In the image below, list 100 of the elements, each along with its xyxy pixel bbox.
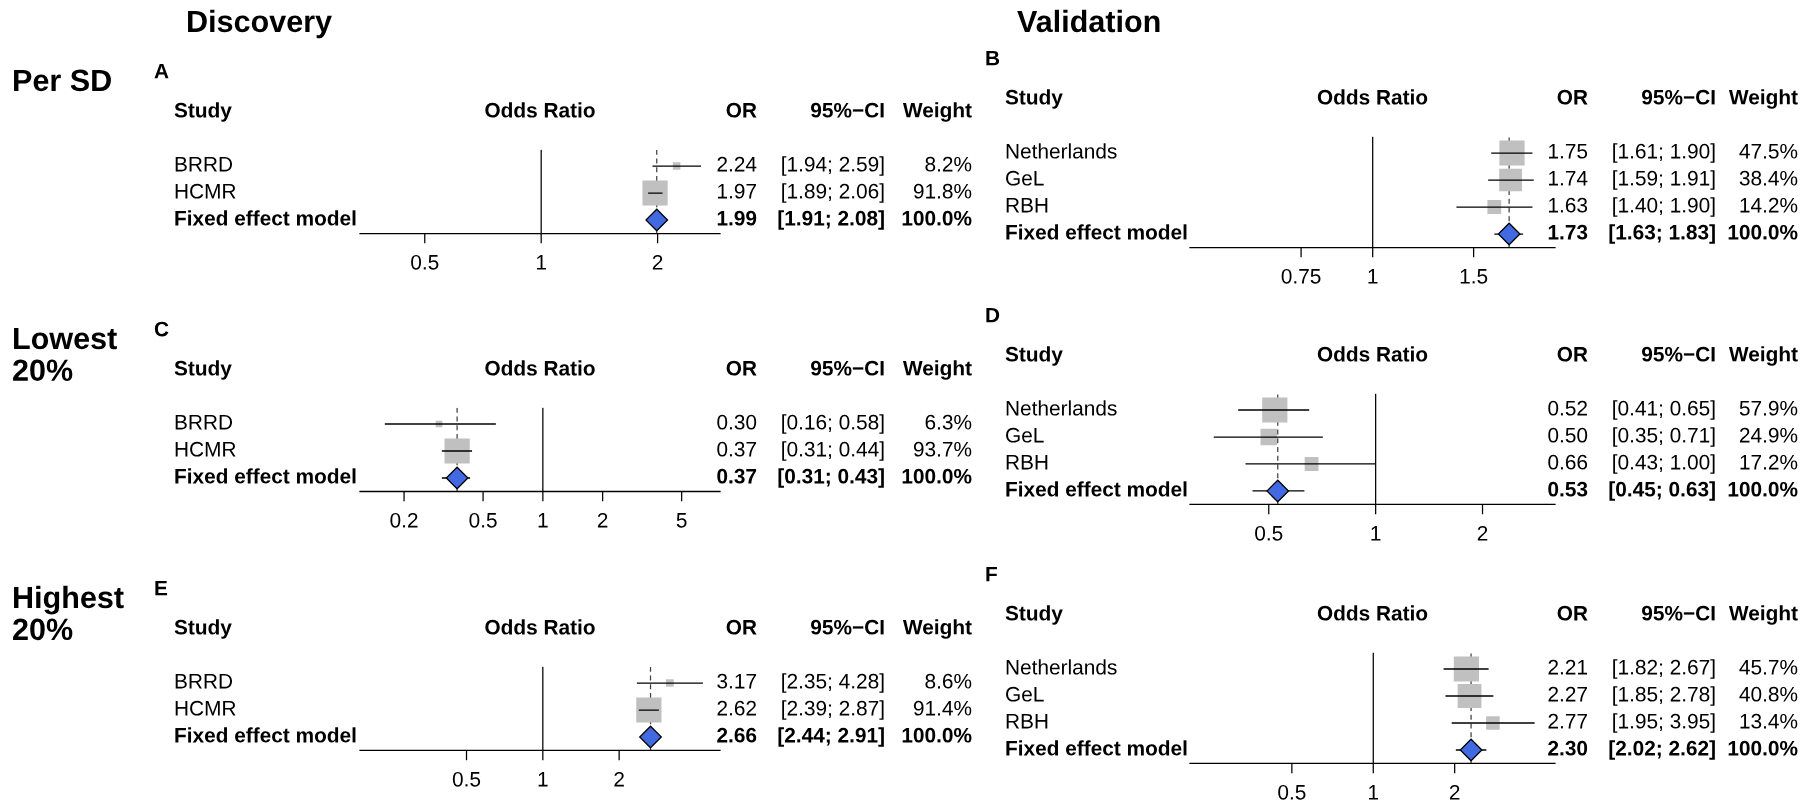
text: 2.30 [1548, 740, 1588, 756]
text: F [986, 566, 997, 582]
text: 93.7% [913, 441, 972, 457]
text: [0.31; 0.44] [782, 441, 884, 461]
text: [2.02; 2.62] [1609, 740, 1715, 760]
y-axis-title: Study [1005, 346, 1063, 366]
text: 2.62 [717, 700, 756, 716]
x-tick-label: 1 [538, 772, 548, 787]
text: 0.53 [1548, 481, 1588, 497]
text: [0.31; 0.43] [778, 468, 884, 488]
text: [1.95; 3.95] [1613, 713, 1715, 733]
y-tick-label: Netherlands [1006, 143, 1117, 159]
text: OR [1557, 605, 1588, 621]
x-axis-title: Odds Ratio [1317, 89, 1428, 105]
y-tick-label: Netherlands [1006, 400, 1117, 416]
text: Weight [1728, 346, 1798, 366]
text: Highest 20% [13, 585, 124, 641]
text: 100.0% [902, 468, 972, 484]
text: 1.97 [718, 183, 756, 199]
y-tick-label: RBH [1006, 714, 1048, 729]
text: [2.44; 2.91] [778, 727, 884, 747]
text: 14.2% [1740, 197, 1798, 213]
y-tick-label: Fixed effect model [1006, 740, 1187, 756]
text: OR [1557, 346, 1588, 362]
x-tick-label: 1.5 [1460, 269, 1488, 284]
y-tick-label: RBH [1006, 455, 1048, 470]
x-tick-label: 2 [614, 771, 624, 787]
text: Discovery [188, 9, 332, 39]
x-tick-label: 2 [1449, 784, 1460, 800]
text: [1.59; 1.91] [1613, 170, 1715, 190]
text: [1.89; 2.06] [782, 183, 884, 203]
x-tick-label: 1 [1369, 785, 1379, 800]
text: 17.2% [1740, 454, 1798, 470]
x-tick-label: 2 [652, 254, 663, 270]
text: 57.9% [1739, 400, 1798, 416]
y-axis-title: Study [174, 619, 232, 639]
text: 8.6% [925, 673, 972, 689]
text: [1.82; 2.67] [1613, 659, 1715, 679]
text: 47.5% [1739, 143, 1798, 159]
text: 0.37 [717, 468, 757, 484]
text: 1.99 [717, 210, 757, 226]
x-tick-label: 2 [597, 512, 608, 528]
y-tick-label: Fixed effect model [175, 727, 356, 743]
y-axis-title: Study [1005, 89, 1063, 109]
text: 95%−CI [1642, 605, 1715, 621]
x-tick-label: 2 [1477, 525, 1488, 541]
x-tick-label: 1 [1368, 269, 1378, 284]
y-tick-label: Fixed effect model [1006, 224, 1187, 240]
x-tick-label: 0.5 [411, 254, 439, 270]
text: 38.4% [1739, 170, 1798, 186]
text: 40.8% [1739, 686, 1798, 702]
text: 1.74 [1549, 171, 1588, 186]
y-axis-title: Study [174, 360, 232, 380]
text: OR [726, 360, 757, 376]
x-tick-label: 0.5 [1278, 784, 1306, 800]
text: [0.41; 0.65] [1613, 400, 1715, 420]
text: 0.50 [1548, 427, 1588, 443]
text: Weight [1728, 605, 1798, 625]
y-tick-label: Fixed effect model [175, 210, 356, 226]
text: 100.0% [902, 727, 972, 743]
text: [1.40; 1.90] [1613, 197, 1715, 217]
text: 0.30 [717, 414, 757, 430]
text: E [155, 580, 168, 596]
x-axis-title: Odds Ratio [485, 102, 595, 118]
text: Weight [902, 102, 972, 122]
text: [0.43; 1.00] [1613, 454, 1715, 474]
text: 2.24 [717, 156, 757, 172]
y-tick-label: BRRD [175, 157, 233, 172]
y-tick-label: Netherlands [1006, 659, 1117, 675]
text: [1.85; 2.78] [1613, 686, 1715, 706]
text: [1.61; 1.90] [1613, 143, 1715, 163]
text: 24.9% [1739, 427, 1798, 443]
text: 8.2% [925, 156, 972, 172]
text: 91.4% [913, 700, 972, 716]
x-axis-title: Odds Ratio [485, 360, 595, 376]
text: OR [726, 102, 757, 118]
text: [0.45; 0.63] [1609, 481, 1715, 501]
text: Per SD [14, 69, 111, 92]
text: [0.16; 0.58] [782, 414, 884, 434]
text: 2.21 [1548, 659, 1587, 675]
x-axis-title: Odds Ratio [1317, 346, 1428, 362]
y-axis-title: Study [1005, 605, 1063, 625]
text: 2.77 [1548, 713, 1587, 729]
text: 95%−CI [1642, 346, 1715, 362]
text: Weight [902, 619, 972, 639]
text: [1.63; 1.83] [1609, 224, 1715, 244]
x-tick-label: 0.5 [452, 771, 481, 787]
text: B [986, 50, 1000, 66]
text: Lowest 20% [13, 327, 117, 382]
y-tick-label: HCMR [175, 441, 236, 457]
text: Weight [1728, 89, 1798, 109]
text: Validation [1017, 9, 1160, 33]
x-tick-label: 0.2 [390, 512, 418, 528]
text: 1.75 [1549, 144, 1588, 159]
text: 0.52 [1548, 400, 1587, 416]
text: 3.17 [717, 673, 756, 689]
text: C [154, 321, 169, 337]
text: 13.4% [1740, 713, 1798, 729]
y-tick-label: BRRD [175, 415, 233, 430]
text: Weight [902, 360, 972, 380]
